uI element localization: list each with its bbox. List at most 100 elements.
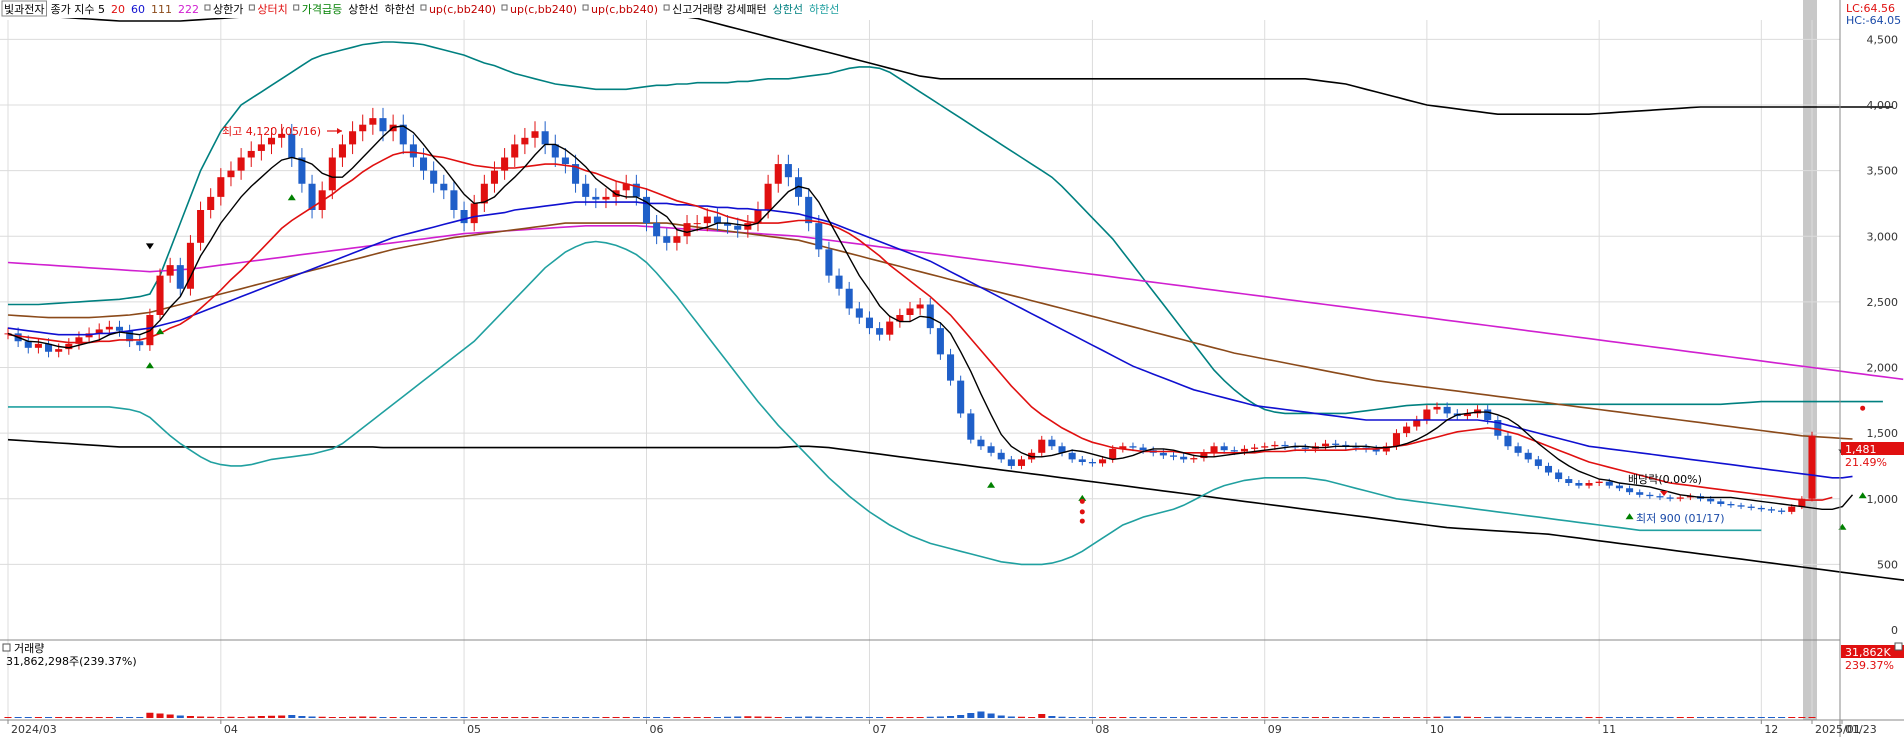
- candle-body[interactable]: [582, 183, 590, 197]
- candle-body[interactable]: [399, 124, 407, 145]
- volume-bar[interactable]: [24, 717, 32, 718]
- volume-bars[interactable]: [4, 711, 1816, 719]
- candle-body[interactable]: [1808, 435, 1816, 499]
- volume-bar[interactable]: [592, 717, 600, 718]
- volume-bar[interactable]: [359, 716, 367, 719]
- candle-body[interactable]: [713, 216, 721, 224]
- candle-body[interactable]: [1382, 446, 1390, 452]
- candle-body[interactable]: [1261, 446, 1269, 448]
- legend-item[interactable]: 상터치: [257, 3, 287, 16]
- volume-bar[interactable]: [1767, 717, 1775, 718]
- legend-item[interactable]: 상한선: [348, 3, 378, 16]
- volume-bar[interactable]: [1109, 717, 1117, 718]
- candle-body[interactable]: [1078, 459, 1086, 462]
- volume-bar[interactable]: [1423, 717, 1431, 718]
- volume-bar[interactable]: [237, 717, 245, 718]
- volume-bar[interactable]: [278, 715, 286, 719]
- volume-bar[interactable]: [409, 717, 417, 718]
- candle-body[interactable]: [1392, 433, 1400, 447]
- candle-body[interactable]: [409, 144, 417, 158]
- candle-body[interactable]: [653, 223, 661, 237]
- candle-body[interactable]: [450, 190, 458, 210]
- volume-bar[interactable]: [734, 716, 742, 719]
- volume-bar[interactable]: [288, 715, 296, 718]
- candle-body[interactable]: [673, 236, 681, 243]
- volume-bar[interactable]: [957, 715, 965, 718]
- volume-bar[interactable]: [1747, 717, 1755, 718]
- volume-bar[interactable]: [1443, 716, 1451, 719]
- volume-bar[interactable]: [541, 717, 549, 718]
- volume-bar[interactable]: [1342, 717, 1350, 718]
- candle-body[interactable]: [987, 446, 995, 453]
- candle-body[interactable]: [126, 330, 134, 342]
- volume-bar[interactable]: [663, 717, 671, 718]
- volume-bar[interactable]: [14, 717, 22, 718]
- candle-body[interactable]: [845, 288, 853, 309]
- candle-body[interactable]: [957, 380, 965, 414]
- volume-bar[interactable]: [1129, 717, 1137, 718]
- volume-bar[interactable]: [1210, 717, 1218, 718]
- candle-body[interactable]: [754, 210, 762, 224]
- candle-body[interactable]: [1504, 435, 1512, 447]
- volume-bar[interactable]: [450, 717, 458, 718]
- volume-bar[interactable]: [1808, 717, 1816, 718]
- legend-item[interactable]: 상한가: [213, 3, 243, 16]
- volume-bar[interactable]: [744, 716, 752, 718]
- volume-bar[interactable]: [551, 717, 559, 718]
- candle-body[interactable]: [369, 118, 377, 125]
- candle-body[interactable]: [521, 137, 529, 145]
- legend-item[interactable]: 20: [111, 3, 125, 16]
- volume-bar[interactable]: [1240, 717, 1248, 718]
- volume-bar[interactable]: [602, 717, 610, 718]
- volume-bar[interactable]: [531, 717, 539, 718]
- candle-body[interactable]: [642, 196, 651, 224]
- candle-body[interactable]: [247, 150, 255, 158]
- candle-body[interactable]: [349, 131, 357, 145]
- candle-body[interactable]: [1494, 420, 1502, 436]
- candle-body[interactable]: [1159, 452, 1167, 456]
- volume-bar[interactable]: [1190, 717, 1198, 718]
- candle-body[interactable]: [1484, 409, 1492, 421]
- candle-body[interactable]: [1230, 450, 1238, 452]
- candle-body[interactable]: [105, 326, 113, 330]
- volume-bar[interactable]: [947, 716, 955, 718]
- candle-body[interactable]: [65, 343, 73, 350]
- candle-body[interactable]: [865, 317, 873, 329]
- volume-bar[interactable]: [197, 716, 205, 719]
- legend-item[interactable]: 하한선: [385, 2, 415, 16]
- volume-bar[interactable]: [115, 717, 124, 718]
- volume-bar[interactable]: [642, 717, 651, 718]
- candle-body[interactable]: [1109, 448, 1117, 460]
- volume-bar[interactable]: [612, 717, 620, 718]
- legend-item[interactable]: 111: [151, 3, 172, 16]
- volume-bar[interactable]: [1595, 717, 1603, 718]
- volume-bar[interactable]: [1778, 717, 1786, 718]
- volume-bar[interactable]: [683, 717, 691, 718]
- candle-body[interactable]: [947, 354, 955, 381]
- volume-bar[interactable]: [267, 715, 276, 718]
- candle-body[interactable]: [1220, 446, 1228, 451]
- volume-bar[interactable]: [1656, 717, 1664, 718]
- volume-bar[interactable]: [936, 716, 944, 719]
- candle-body[interactable]: [34, 343, 42, 348]
- candle-body[interactable]: [115, 326, 124, 331]
- candle-body[interactable]: [298, 157, 306, 184]
- volume-bar[interactable]: [825, 717, 833, 718]
- candle-body[interactable]: [328, 157, 336, 191]
- volume-bar[interactable]: [4, 717, 12, 718]
- candle-body[interactable]: [622, 183, 630, 191]
- volume-bar[interactable]: [308, 716, 316, 719]
- volume-bar[interactable]: [1028, 717, 1036, 718]
- volume-bar[interactable]: [1362, 717, 1370, 718]
- candle-body[interactable]: [1068, 452, 1076, 460]
- volume-bar[interactable]: [298, 716, 306, 718]
- volume-bar[interactable]: [1413, 717, 1421, 718]
- volume-bar[interactable]: [724, 716, 732, 718]
- candle-body[interactable]: [1180, 456, 1188, 460]
- candle-body[interactable]: [278, 133, 286, 138]
- volume-bar[interactable]: [1099, 717, 1107, 718]
- volume-bar[interactable]: [1453, 716, 1461, 718]
- legend-item[interactable]: 하한선: [809, 2, 839, 16]
- candle-body[interactable]: [1737, 505, 1745, 507]
